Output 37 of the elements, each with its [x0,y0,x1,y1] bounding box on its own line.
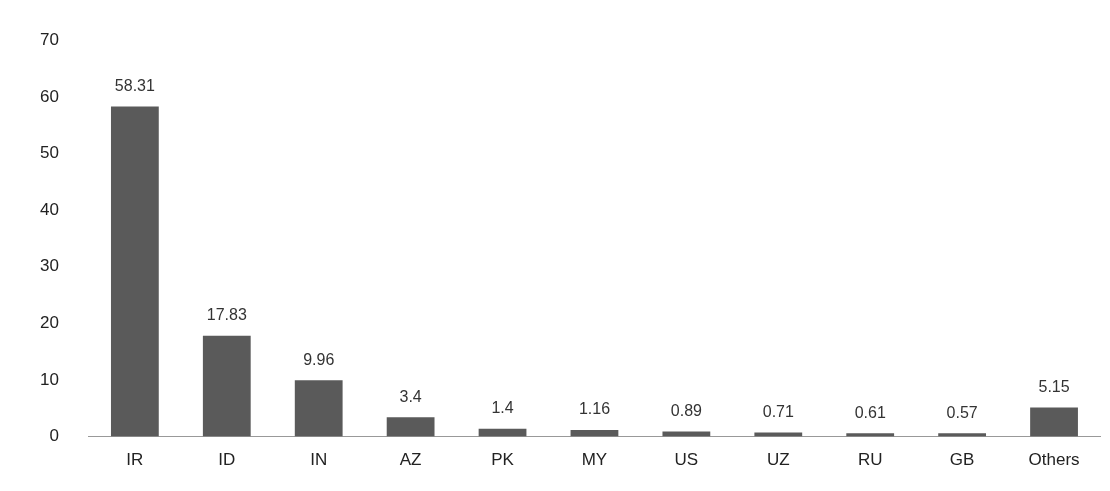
data-label: 5.15 [1038,377,1070,395]
data-label: 0.71 [762,402,794,420]
y-tick-label: 30 [39,256,59,276]
bar [110,106,159,437]
x-tick-label: MY [581,450,608,470]
data-label: 3.4 [399,387,422,405]
bar [386,417,435,437]
x-tick-label: GB [949,450,975,470]
data-label: 0.61 [854,403,886,421]
data-label: 17.83 [206,306,247,324]
x-tick-label: IR [126,450,144,470]
x-tick-label: AZ [399,450,422,470]
data-label: 9.96 [303,350,335,368]
y-tick-label: 10 [39,369,59,389]
x-tick-label: ID [218,450,236,470]
x-tick-label: RU [857,450,883,470]
x-tick-label: UZ [766,450,790,470]
y-tick-label: 40 [39,199,59,219]
x-tick-label: US [674,450,699,470]
bar [1030,407,1078,437]
y-tick-label: 50 [39,143,59,163]
bar [570,430,619,437]
x-tick-label: PK [491,450,515,470]
x-tick-label: Others [1028,450,1080,470]
y-tick-label: 0 [49,426,59,446]
data-label: 0.57 [946,403,978,421]
data-label: 58.31 [114,76,155,94]
x-tick-label: IN [310,450,328,470]
data-label: 1.16 [578,400,611,418]
data-label: 1.4 [491,399,514,417]
y-tick-label: 20 [39,313,59,333]
data-label: 0.89 [670,401,703,419]
y-tick-label: 70 [39,29,59,49]
bar [294,380,343,437]
bar [938,433,987,437]
y-tick-label: 60 [39,86,59,106]
bar [202,335,251,437]
